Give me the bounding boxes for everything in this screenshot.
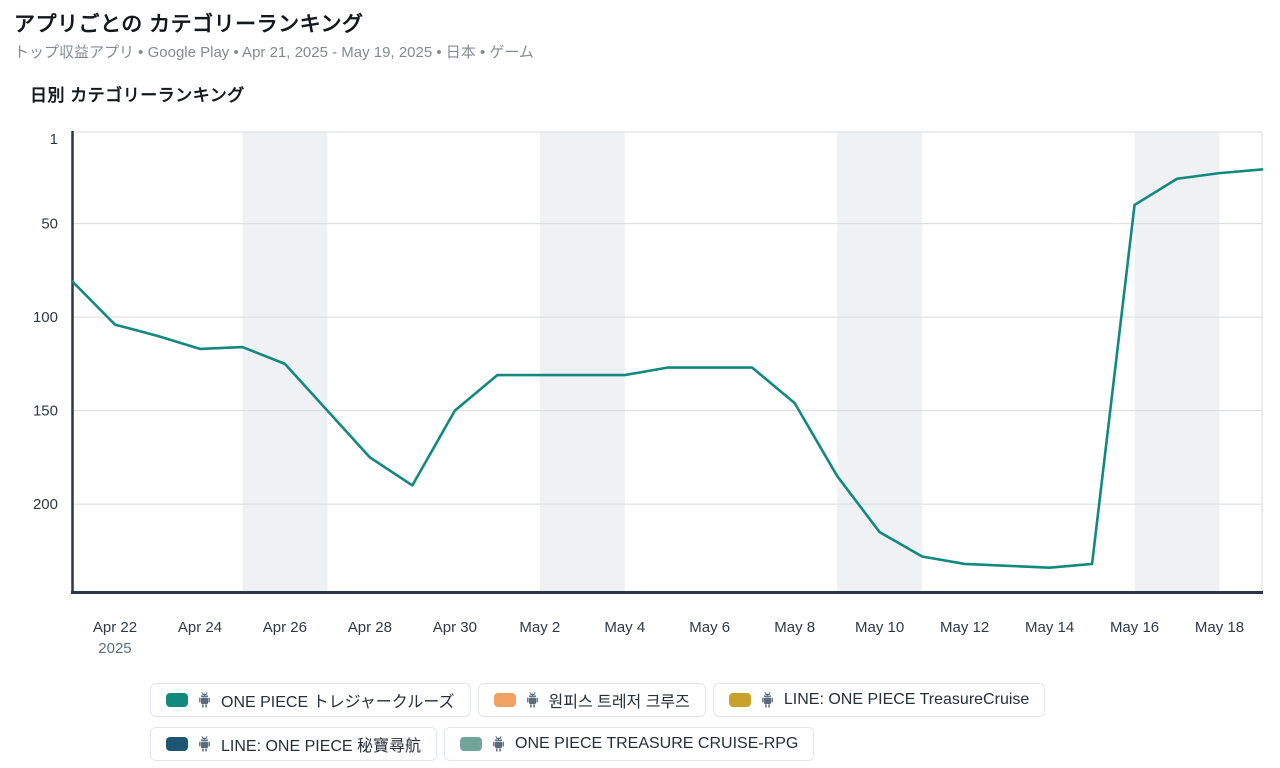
x-tick-label: May 16 [1110,619,1159,636]
chart-section-title: 日別 カテゴリーランキング [30,86,245,105]
page-title: アプリごとの カテゴリーランキング [14,13,364,36]
report-filters-breadcrumb: トップ収益アプリ • Google Play • Apr 21, 2025 - … [14,44,534,61]
x-axis-labels: Apr 22 Apr 24 Apr 26 Apr 28 Apr 30 May 2 May 4… [93,619,1244,636]
y-tick-label: 50 [41,216,58,233]
y-gridlines [72,131,1262,505]
legend-item[interactable]: ONE PIECE TREASURE CRUISE-RPG [444,727,815,761]
x-tick-label: Apr 22 [93,619,137,636]
x-tick-label: May 10 [855,619,904,636]
legend-item-label: LINE: ONE PIECE 秘寶尋航 [221,738,422,755]
legend-item[interactable]: 원피스 트레저 크루즈 [477,683,706,717]
x-tick-label: May 6 [689,619,730,636]
legend-row: ONE PIECE トレジャークルーズ 원피스 트레저 크루즈 LINE: ONE … [150,683,1170,717]
legend-item-label: 원피스 트레저 크루즈 [548,694,690,711]
x-tick-label: May 2 [519,619,560,636]
android-icon [525,691,540,709]
legend-item[interactable]: LINE: ONE PIECE 秘寶尋航 [150,727,438,761]
x-tick-label: Apr 30 [433,619,477,636]
series-color-swatch [460,737,483,751]
series-color-swatch [166,737,188,751]
legend-item-label: ONE PIECE トレジャークルーズ [221,694,455,711]
x-tick-label: May 8 [774,619,815,636]
weekend-band [539,132,625,592]
y-tick-label: 200 [33,496,58,513]
legend-item[interactable]: ONE PIECE トレジャークルーズ [150,683,471,717]
x-tick-label: May 18 [1195,619,1244,636]
y-tick-label: 150 [33,403,58,420]
x-tick-label: Apr 24 [178,619,222,636]
x-tick-label: May 12 [940,619,989,636]
android-icon [197,691,212,709]
android-icon [197,735,212,753]
y-tick-label: 100 [33,309,58,326]
legend-item-label: LINE: ONE PIECE TreasureCruise [783,691,1030,708]
y-tick-label: 1 [50,131,58,148]
series-lines [71,168,1264,569]
x-tick-label: May 14 [1025,619,1074,636]
legend-item[interactable]: LINE: ONE PIECE TreasureCruise [712,683,1046,717]
series-color-swatch [493,693,516,707]
series-color-swatch [166,693,188,707]
x-tick-label: May 4 [604,619,645,636]
legend-item-label: ONE PIECE TREASURE CRUISE-RPG [515,735,799,752]
x-axis-year-label: 2025 [98,640,131,657]
series-color-swatch [728,693,751,707]
rank-line-ONE PIECE トレジャークルーズ [71,168,1264,569]
weekend-band [837,132,923,592]
android-icon [760,691,775,709]
android-icon [491,735,506,753]
x-tick-label: Apr 26 [263,619,307,636]
chart-legend: ONE PIECE トレジャークルーズ 원피스 트레저 크루즈 LINE: ONE … [150,683,1170,761]
legend-row: LINE: ONE PIECE 秘寶尋航 ONE PIECE TREASURE C… [150,727,1170,761]
x-tick-label: Apr 28 [348,619,392,636]
weekend-band [242,132,328,592]
weekend-band [1134,132,1220,592]
weekend-bands [242,132,1220,592]
